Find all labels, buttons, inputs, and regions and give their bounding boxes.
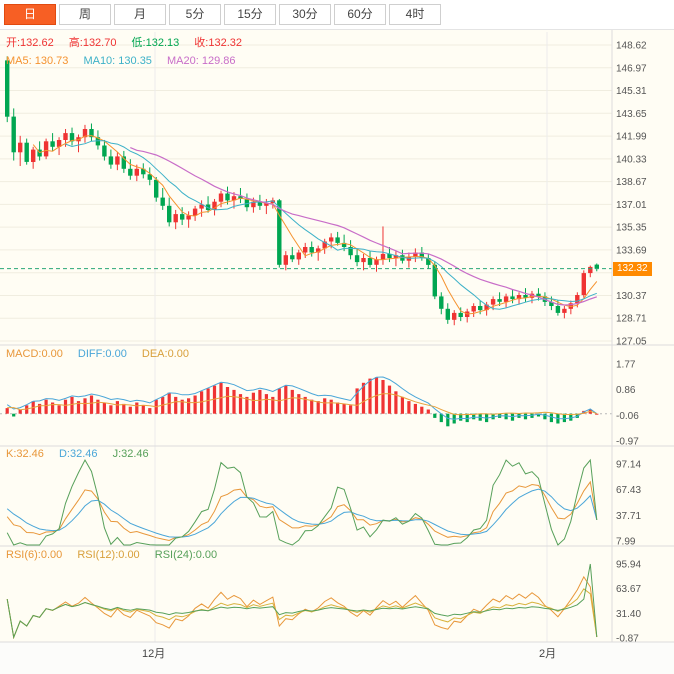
open-value: 开:132.62 [6,37,54,49]
tab-weekly[interactable]: 周 [59,4,111,25]
x-axis-label-december: 12月 [142,648,166,660]
y-axis-tick: 133.69 [616,245,647,256]
high-value: 高:132.70 [68,37,117,49]
y-axis-tick: 1.77 [616,360,636,371]
current-price-tag: 132.32 [613,261,652,276]
rsi24-value: RSI(24):0.00 [154,549,218,561]
rsi-lines [6,563,598,640]
ma20-value: MA20: 129.86 [167,55,236,67]
tab-4hour[interactable]: 4时 [389,4,441,25]
y-axis-tick: 37.71 [616,511,641,522]
tab-30min[interactable]: 30分 [279,4,331,25]
y-axis-tick: -0.97 [616,437,639,448]
y-axis-tick: 0.86 [616,385,636,396]
rsi12-value: RSI(12):0.00 [77,549,140,561]
ma-info-row: MA5: 130.73 MA10: 130.35 MA20: 129.86 [6,55,248,67]
y-axis-tick: 67.43 [616,485,641,496]
j-value: J:32.46 [112,448,149,460]
y-axis-tick: 95.94 [616,560,641,571]
close-value: 收:132.32 [194,37,242,49]
rsi12-line [6,588,598,640]
x-axis-label-february: 2月 [539,648,557,660]
tab-15min[interactable]: 15分 [224,4,276,25]
tab-monthly[interactable]: 月 [114,4,166,25]
panel-separators [0,30,674,643]
dea-value: DEA:0.00 [141,348,189,360]
macd-value: MACD:0.00 [6,348,63,360]
y-axis-tick: 148.62 [616,41,647,52]
tab-60min[interactable]: 60分 [334,4,386,25]
low-value: 低:132.13 [131,37,180,49]
timeframe-tabbar: 日 周 月 5分 15分 30分 60分 4时 [0,0,674,30]
rsi24-line [6,563,598,640]
y-axis-tick: 138.67 [616,177,647,188]
rsi-info-row: RSI(6):0.00 RSI(12):0.00 RSI(24):0.00 [6,549,229,561]
diff-value: DIFF:0.00 [77,348,127,360]
ma20-line [130,147,597,306]
y-axis-tick: 143.65 [616,109,647,120]
y-axis-tick: 141.99 [616,132,647,143]
ma5-value: MA5: 130.73 [6,55,69,67]
k-value: K:32.46 [6,448,44,460]
y-axis-tick: 145.31 [616,86,647,97]
y-axis-tick: 137.01 [616,200,647,211]
y-axis-tick: 97.14 [616,460,641,471]
kdj-info-row: K:32.46 D:32.46 J:32.46 [6,448,161,460]
y-axis-tick: 127.05 [616,337,647,348]
y-axis-tick: 7.99 [616,537,636,548]
macd-info-row: MACD:0.00 DIFF:0.00 DEA:0.00 [6,348,201,360]
dea-line [7,393,597,416]
tab-5min[interactable]: 5分 [169,4,221,25]
kdj-lines [6,458,598,546]
y-axis-tick: -0.87 [616,634,639,645]
diff-line [6,376,598,420]
ma10-line [65,140,597,310]
y-axis-ticks: 148.62 146.97 145.31 143.65 141.99 140.33 138.… [616,41,647,645]
k-line [6,480,598,542]
y-axis-tick: 63.67 [616,584,641,595]
ma-lines [32,135,598,315]
y-axis-tick: 146.97 [616,63,647,74]
macd-lines [6,376,598,420]
y-axis-tick: 135.35 [616,223,647,234]
y-axis-tick: 31.40 [616,609,641,620]
y-axis-tick: 128.71 [616,314,647,325]
ma10-value: MA10: 130.35 [83,55,152,67]
y-axis-tick: 140.33 [616,154,647,165]
y-axis-tick: -0.06 [616,411,639,422]
ohlc-info-row: 开:132.62 高:132.70 低:132.13 收:132.32 [6,34,254,50]
y-axis-tick: 130.37 [616,291,647,302]
ma5-line [32,135,598,315]
d-line [6,488,598,538]
tab-daily[interactable]: 日 [4,4,56,25]
d-value: D:32.46 [58,448,98,460]
rsi6-value: RSI(6):0.00 [6,549,63,561]
j-line [6,458,598,546]
